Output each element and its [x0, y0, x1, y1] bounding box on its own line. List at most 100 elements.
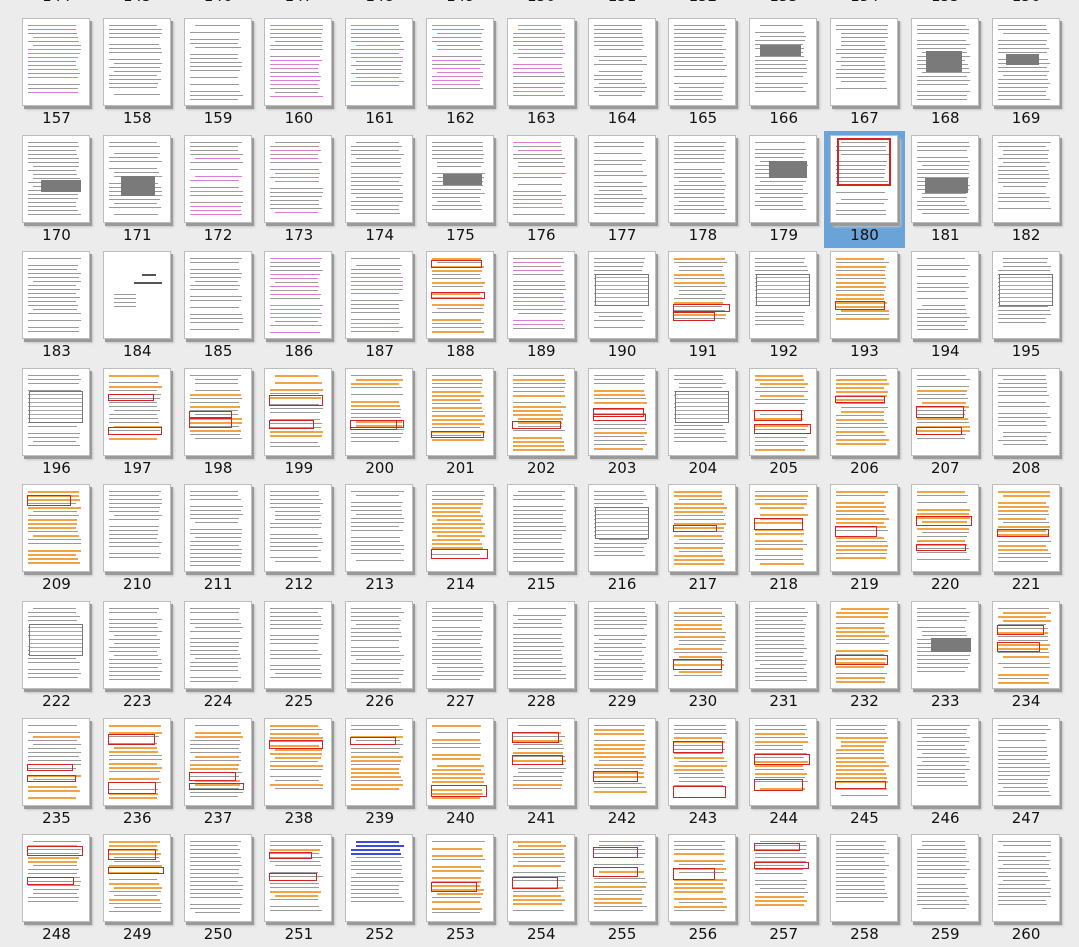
page-thumbnail-229[interactable]: 229 [582, 597, 663, 714]
page-thumbnail-230[interactable]: 230 [662, 597, 743, 714]
page-thumbnail-161[interactable]: 161 [339, 14, 420, 131]
page-thumbnail-247[interactable]: 247 [986, 714, 1067, 831]
page-thumbnail-208[interactable]: 208 [986, 364, 1067, 481]
page-thumbnail-237[interactable]: 237 [178, 714, 259, 831]
page-thumbnail-222[interactable]: 222 [16, 597, 97, 714]
page-thumbnail-245[interactable]: 245 [824, 714, 905, 831]
page-thumbnail-223[interactable]: 223 [97, 597, 178, 714]
page-thumbnail-236[interactable]: 236 [97, 714, 178, 831]
page-thumbnail-243[interactable]: 243 [662, 714, 743, 831]
page-thumbnail-212[interactable]: 212 [258, 480, 339, 597]
page-thumbnail-200[interactable]: 200 [339, 364, 420, 481]
page-thumbnail-231[interactable]: 231 [743, 597, 824, 714]
page-thumbnail-166[interactable]: 166 [743, 14, 824, 131]
page-thumbnail-213[interactable]: 213 [339, 480, 420, 597]
page-thumbnail-241[interactable]: 241 [501, 714, 582, 831]
page-thumbnail-206[interactable]: 206 [824, 364, 905, 481]
page-thumbnail-234[interactable]: 234 [986, 597, 1067, 714]
page-thumbnail-164[interactable]: 164 [582, 14, 663, 131]
page-thumbnail-199[interactable]: 199 [258, 364, 339, 481]
page-thumbnail-220[interactable]: 220 [905, 480, 986, 597]
page-thumbnail-254[interactable]: 254 [501, 830, 582, 947]
page-thumbnail-259[interactable]: 259 [905, 830, 986, 947]
page-thumbnail-204[interactable]: 204 [662, 364, 743, 481]
page-thumbnail-246[interactable]: 246 [905, 714, 986, 831]
page-thumbnail-197[interactable]: 197 [97, 364, 178, 481]
page-thumbnail-251[interactable]: 251 [258, 830, 339, 947]
page-thumbnail-184[interactable]: 184 [97, 247, 178, 364]
page-thumbnail-214[interactable]: 214 [420, 480, 501, 597]
page-thumbnail-175[interactable]: 175 [420, 131, 501, 248]
page-thumbnail-217[interactable]: 217 [662, 480, 743, 597]
page-thumbnail-209[interactable]: 209 [16, 480, 97, 597]
page-thumbnail-182[interactable]: 182 [986, 131, 1067, 248]
page-thumbnail-227[interactable]: 227 [420, 597, 501, 714]
page-thumbnail-198[interactable]: 198 [178, 364, 259, 481]
page-thumbnail-167[interactable]: 167 [824, 14, 905, 131]
page-thumbnail-240[interactable]: 240 [420, 714, 501, 831]
page-thumbnail-255[interactable]: 255 [582, 830, 663, 947]
page-thumbnail-207[interactable]: 207 [905, 364, 986, 481]
page-thumbnail-183[interactable]: 183 [16, 247, 97, 364]
page-thumbnail-252[interactable]: 252 [339, 830, 420, 947]
page-thumbnail-233[interactable]: 233 [905, 597, 986, 714]
page-thumbnail-239[interactable]: 239 [339, 714, 420, 831]
page-thumbnail-168[interactable]: 168 [905, 14, 986, 131]
page-thumbnail-195[interactable]: 195 [986, 247, 1067, 364]
page-thumbnail-260[interactable]: 260 [986, 830, 1067, 947]
page-thumbnail-180[interactable]: 180 [824, 130, 905, 248]
page-thumbnail-258[interactable]: 258 [824, 830, 905, 947]
page-thumbnail-225[interactable]: 225 [258, 597, 339, 714]
page-thumbnail-174[interactable]: 174 [339, 131, 420, 248]
page-thumbnail-250[interactable]: 250 [178, 830, 259, 947]
page-thumbnail-185[interactable]: 185 [178, 247, 259, 364]
page-thumbnail-176[interactable]: 176 [501, 131, 582, 248]
page-thumbnail-253[interactable]: 253 [420, 830, 501, 947]
page-thumbnail-159[interactable]: 159 [178, 14, 259, 131]
page-thumbnail-202[interactable]: 202 [501, 364, 582, 481]
page-thumbnail-244[interactable]: 244 [743, 714, 824, 831]
page-thumbnail-189[interactable]: 189 [501, 247, 582, 364]
page-thumbnail-242[interactable]: 242 [582, 714, 663, 831]
page-thumbnail-201[interactable]: 201 [420, 364, 501, 481]
page-thumbnail-226[interactable]: 226 [339, 597, 420, 714]
page-thumbnail-203[interactable]: 203 [582, 364, 663, 481]
page-thumbnail-162[interactable]: 162 [420, 14, 501, 131]
page-thumbnail-191[interactable]: 191 [662, 247, 743, 364]
page-thumbnail-186[interactable]: 186 [258, 247, 339, 364]
page-thumbnail-158[interactable]: 158 [97, 14, 178, 131]
page-thumbnail-221[interactable]: 221 [986, 480, 1067, 597]
page-thumbnail-219[interactable]: 219 [824, 480, 905, 597]
page-thumbnail-178[interactable]: 178 [662, 131, 743, 248]
page-thumbnail-187[interactable]: 187 [339, 247, 420, 364]
page-thumbnail-257[interactable]: 257 [743, 830, 824, 947]
page-thumbnail-194[interactable]: 194 [905, 247, 986, 364]
page-thumbnail-177[interactable]: 177 [582, 131, 663, 248]
page-thumbnail-163[interactable]: 163 [501, 14, 582, 131]
page-thumbnail-211[interactable]: 211 [178, 480, 259, 597]
page-thumbnail-170[interactable]: 170 [16, 131, 97, 248]
page-thumbnail-169[interactable]: 169 [986, 14, 1067, 131]
page-thumbnail-181[interactable]: 181 [905, 131, 986, 248]
page-thumbnail-157[interactable]: 157 [16, 14, 97, 131]
page-thumbnail-192[interactable]: 192 [743, 247, 824, 364]
page-thumbnail-196[interactable]: 196 [16, 364, 97, 481]
page-thumbnail-248[interactable]: 248 [16, 830, 97, 947]
page-thumbnail-188[interactable]: 188 [420, 247, 501, 364]
page-thumbnail-218[interactable]: 218 [743, 480, 824, 597]
page-thumbnail-216[interactable]: 216 [582, 480, 663, 597]
page-thumbnail-172[interactable]: 172 [178, 131, 259, 248]
page-thumbnail-171[interactable]: 171 [97, 131, 178, 248]
page-thumbnail-193[interactable]: 193 [824, 247, 905, 364]
page-thumbnail-224[interactable]: 224 [178, 597, 259, 714]
page-thumbnail-235[interactable]: 235 [16, 714, 97, 831]
page-thumbnail-256[interactable]: 256 [662, 830, 743, 947]
page-thumbnail-228[interactable]: 228 [501, 597, 582, 714]
page-thumbnail-215[interactable]: 215 [501, 480, 582, 597]
page-thumbnail-249[interactable]: 249 [97, 830, 178, 947]
page-thumbnail-190[interactable]: 190 [582, 247, 663, 364]
page-thumbnail-173[interactable]: 173 [258, 131, 339, 248]
page-thumbnail-205[interactable]: 205 [743, 364, 824, 481]
page-thumbnail-179[interactable]: 179 [743, 131, 824, 248]
page-thumbnail-165[interactable]: 165 [662, 14, 743, 131]
